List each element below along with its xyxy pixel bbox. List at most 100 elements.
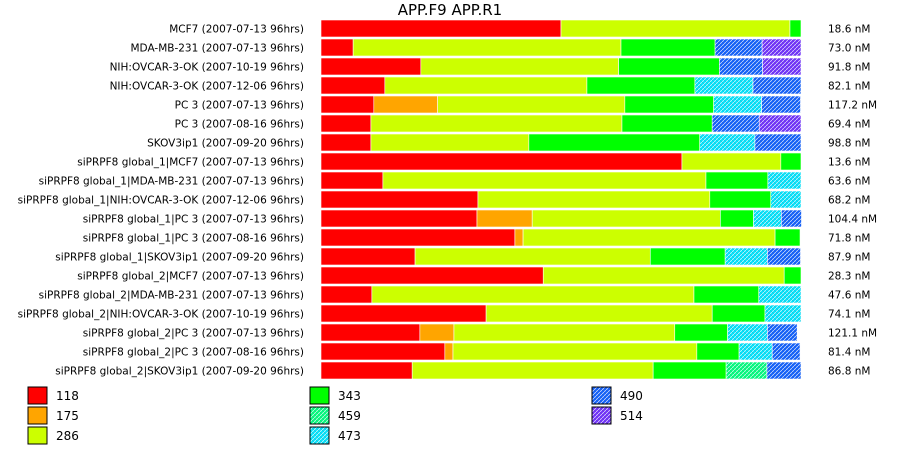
bar-segment-490 (767, 323, 798, 342)
bar-segment-286 (485, 304, 713, 323)
value-label: 82.1 nM (828, 81, 870, 93)
legend-swatch (27, 426, 48, 445)
row-label: siPRPF8 global_1|PC 3 (2007-08-16 96hrs) (83, 233, 304, 245)
value-label: 81.4 nM (828, 347, 870, 359)
bar-segment-490 (781, 209, 802, 228)
legend-label: 459 (338, 409, 361, 423)
bar-segment-343 (709, 190, 772, 209)
bar-segment-118 (320, 209, 478, 228)
row-label: MDA-MB-231 (2007-07-13 96hrs) (131, 43, 305, 55)
legend-label: 286 (56, 429, 79, 443)
bar-segment-514 (762, 57, 802, 76)
row-labels: MCF7 (2007-07-13 96hrs) MDA-MB-231 (2007-… (18, 24, 304, 378)
bar-segment-343 (720, 209, 754, 228)
chart-title: APP.F9 APP.R1 (398, 1, 502, 19)
legend-label: 175 (56, 409, 79, 423)
bar-segment-286 (370, 133, 530, 152)
bar-segment-473 (694, 76, 754, 95)
row-label: siPRPF8 global_2|PC 3 (2007-07-13 96hrs) (83, 328, 304, 340)
bar-segment-490 (714, 38, 763, 57)
bar-segment-473 (713, 95, 762, 114)
bar-segment-118 (320, 266, 544, 285)
bar-segment-343 (711, 304, 766, 323)
value-labels: 18.6 nM 73.0 nM 91.8 nM 82.1 nM 117.2 nM 69.4… (828, 24, 877, 378)
bar-segment-343 (693, 285, 760, 304)
legend-item-175: 175 (27, 406, 79, 425)
legend-swatch (27, 406, 48, 425)
row-label: SKOV3ip1 (2007-09-20 96hrs) (147, 138, 304, 150)
legend-item-343: 343 (309, 386, 361, 405)
legend-swatch (591, 386, 612, 405)
row-label: PC 3 (2007-08-16 96hrs) (175, 119, 304, 131)
bar-segment-118 (320, 171, 384, 190)
bar-segment-118 (320, 38, 354, 57)
bar-segment-343 (705, 171, 769, 190)
value-label: 47.6 nM (828, 290, 870, 302)
legend-item-514: 514 (591, 406, 643, 425)
bars (320, 19, 802, 380)
bar-segment-343 (586, 76, 696, 95)
bar-segment-343 (620, 38, 716, 57)
bar-segment-286 (531, 209, 721, 228)
bar-segment-286 (370, 114, 623, 133)
bar-segment-118 (320, 228, 516, 247)
value-label: 71.8 nM (828, 233, 870, 245)
bar-segment-343 (649, 247, 726, 266)
row-label: siPRPF8 global_2|SKOV3ip1 (2007-09-20 96… (55, 366, 304, 378)
bar-segment-286 (560, 19, 791, 38)
row-label: siPRPF8 global_2|NIH:OVCAR-3-OK (2007-10… (18, 309, 304, 321)
bar-segment-286 (681, 152, 782, 171)
legend: 118 175 286 343 459 473 490 514 (27, 386, 643, 445)
bar-segment-286 (437, 95, 626, 114)
bar-segment-343 (774, 228, 801, 247)
bar-segment-343 (783, 266, 802, 285)
bar-segment-118 (320, 76, 386, 95)
bar-segment-118 (320, 114, 372, 133)
bar-segment-118 (320, 95, 375, 114)
bar-segment-118 (320, 304, 487, 323)
value-label: 87.9 nM (828, 252, 870, 264)
bar-segment-490 (767, 247, 801, 266)
row-label: siPRPF8 global_2|MDA-MB-231 (2007-07-13 … (39, 290, 304, 302)
row-label: NIH:OVCAR-3-OK (2007-12-06 96hrs) (110, 81, 304, 93)
legend-swatch (309, 426, 330, 445)
bar-segment-473 (724, 247, 768, 266)
legend-item-459: 459 (309, 406, 361, 425)
bar-segment-459 (725, 361, 768, 380)
value-label: 121.1 nM (828, 328, 877, 340)
row-label: NIH:OVCAR-3-OK (2007-10-19 96hrs) (110, 62, 304, 74)
bar-segment-343 (696, 342, 740, 361)
value-label: 68.2 nM (828, 195, 870, 207)
row-label: siPRPF8 global_1|PC 3 (2007-07-13 96hrs) (83, 214, 304, 226)
value-label: 91.8 nM (828, 62, 870, 74)
bar-segment-473 (699, 133, 756, 152)
value-label: 69.4 nM (828, 119, 870, 131)
legend-label: 490 (620, 389, 643, 403)
bar-segment-473 (758, 285, 802, 304)
bar-segment-343 (674, 323, 728, 342)
bar-segment-343 (624, 95, 714, 114)
bar-segment-118 (320, 57, 422, 76)
row-label: PC 3 (2007-07-13 96hrs) (175, 100, 304, 112)
legend-item-490: 490 (591, 386, 643, 405)
bar-segment-118 (320, 361, 413, 380)
legend-swatch (309, 386, 330, 405)
row-label: siPRPF8 global_1|MCF7 (2007-07-13 96hrs) (77, 157, 304, 169)
bar-segment-118 (320, 247, 416, 266)
value-label: 74.1 nM (828, 309, 870, 321)
bar-segment-343 (780, 152, 802, 171)
bar-segment-490 (719, 57, 763, 76)
bar-segment-514 (758, 114, 802, 133)
bar-segment-286 (522, 228, 776, 247)
value-label: 63.6 nM (828, 176, 870, 188)
bar-segment-286 (452, 342, 698, 361)
bar-segment-286 (542, 266, 785, 285)
bar-segment-490 (752, 76, 802, 95)
legend-label: 118 (56, 389, 79, 403)
bar-segment-473 (764, 304, 802, 323)
legend-item-286: 286 (27, 426, 79, 445)
value-label: 104.4 nM (828, 214, 877, 226)
legend-label: 514 (620, 409, 643, 423)
bar-segment-118 (320, 19, 562, 38)
